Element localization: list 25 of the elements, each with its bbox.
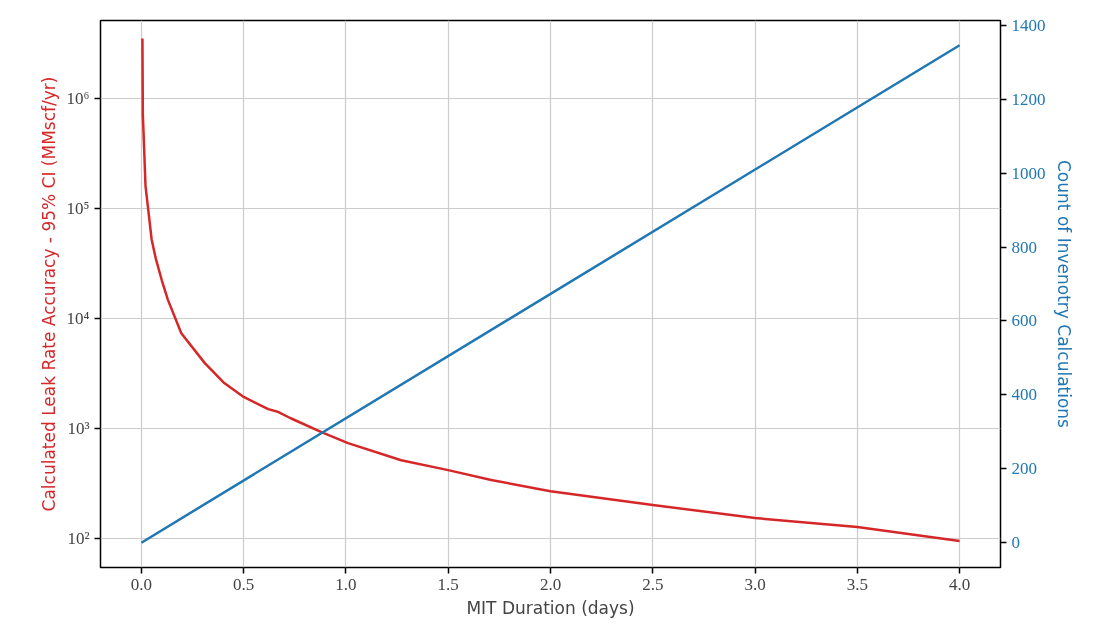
y-tick-label: 10³ [67, 418, 90, 438]
y-tick-label: 10⁶ [66, 88, 90, 108]
y2-tick-label: 1000 [1011, 163, 1046, 183]
y2-tick-label: 0 [1011, 533, 1020, 553]
y2-tick-label: 600 [1011, 311, 1037, 331]
y-tick-label: 10⁵ [66, 198, 90, 218]
y2-tick-label: 200 [1011, 459, 1037, 479]
x-tick-label: 1.5 [437, 574, 459, 594]
x-tick-label: 4.0 [948, 574, 971, 594]
y-tick-label: 10⁴ [66, 308, 90, 328]
y2-tick-label: 1400 [1011, 15, 1046, 35]
x-tick-label: 1.0 [335, 574, 357, 594]
x-tick-label: 0.5 [233, 574, 255, 594]
y2-tick-label: 800 [1011, 237, 1037, 257]
x-tick-label: 0.0 [130, 574, 153, 594]
x-tick-label: 2.0 [539, 574, 562, 594]
y-tick-label: 10² [67, 528, 90, 548]
y2-axis-title: Count of Invenotry Calculations [1053, 160, 1074, 429]
x-axis-title: MIT Duration (days) [466, 597, 635, 618]
x-tick-label: 3.0 [744, 574, 766, 594]
x-tick-label: 2.5 [642, 574, 664, 594]
y-axis-title: Calculated Leak Rate Accuracy - 95% CI (MMscf/yr) [38, 76, 59, 512]
y2-tick-label: 1200 [1011, 89, 1046, 109]
x-tick-label: 3.5 [846, 574, 868, 594]
y2-tick-label: 400 [1011, 385, 1037, 405]
